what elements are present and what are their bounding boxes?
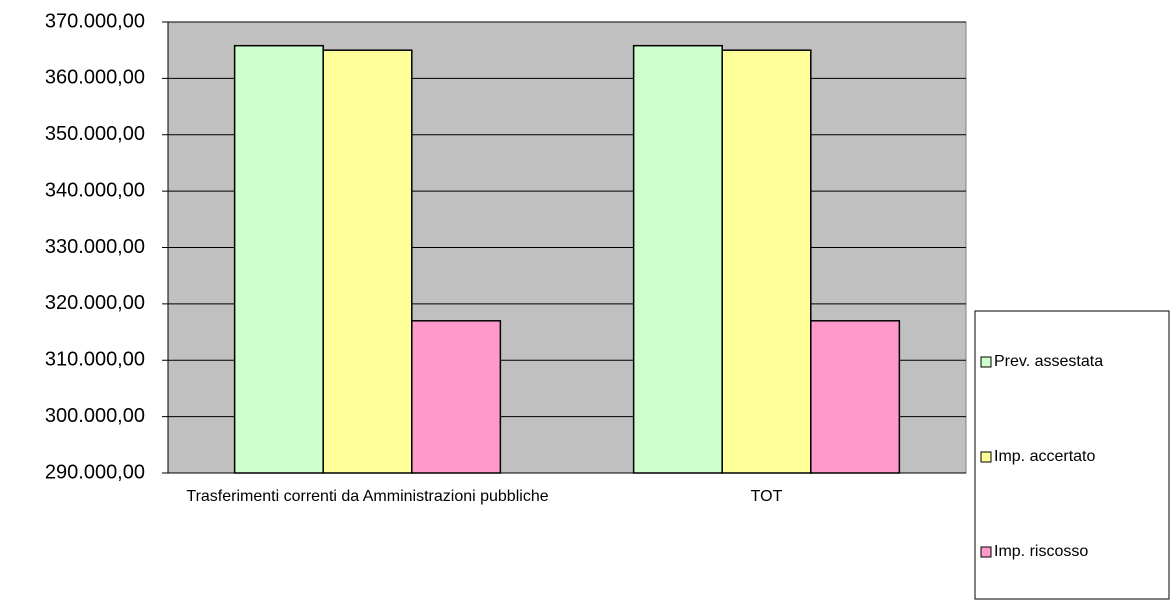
y-tick-label: 340.000,00 — [45, 179, 145, 201]
bar — [632, 44, 723, 474]
y-tick-label: 290.000,00 — [45, 461, 145, 483]
y-tick-label: 330.000,00 — [45, 236, 145, 258]
x-tick-label: TOT — [750, 488, 783, 505]
legend-label: Prev. assestata — [994, 353, 1103, 370]
bar — [411, 320, 502, 474]
legend-box — [974, 310, 1170, 600]
y-tick-label: 360.000,00 — [45, 67, 145, 89]
legend-swatch — [980, 546, 992, 558]
x-tick-label: Trasferimenti correnti da Amministrazion… — [186, 488, 549, 505]
y-tick-label: 370.000,00 — [45, 10, 145, 32]
y-tick-label: 350.000,00 — [45, 123, 145, 145]
bar — [233, 44, 324, 474]
legend-swatch — [980, 451, 992, 463]
y-tick-label: 310.000,00 — [45, 349, 145, 371]
legend-label: Imp. riscosso — [994, 543, 1088, 560]
bar — [322, 49, 413, 474]
y-tick-label: 320.000,00 — [45, 292, 145, 314]
bar — [721, 49, 812, 474]
legend-swatch — [980, 356, 992, 368]
bar — [810, 320, 901, 474]
legend-label: Imp. accertato — [994, 448, 1095, 465]
y-tick-label: 300.000,00 — [45, 405, 145, 427]
